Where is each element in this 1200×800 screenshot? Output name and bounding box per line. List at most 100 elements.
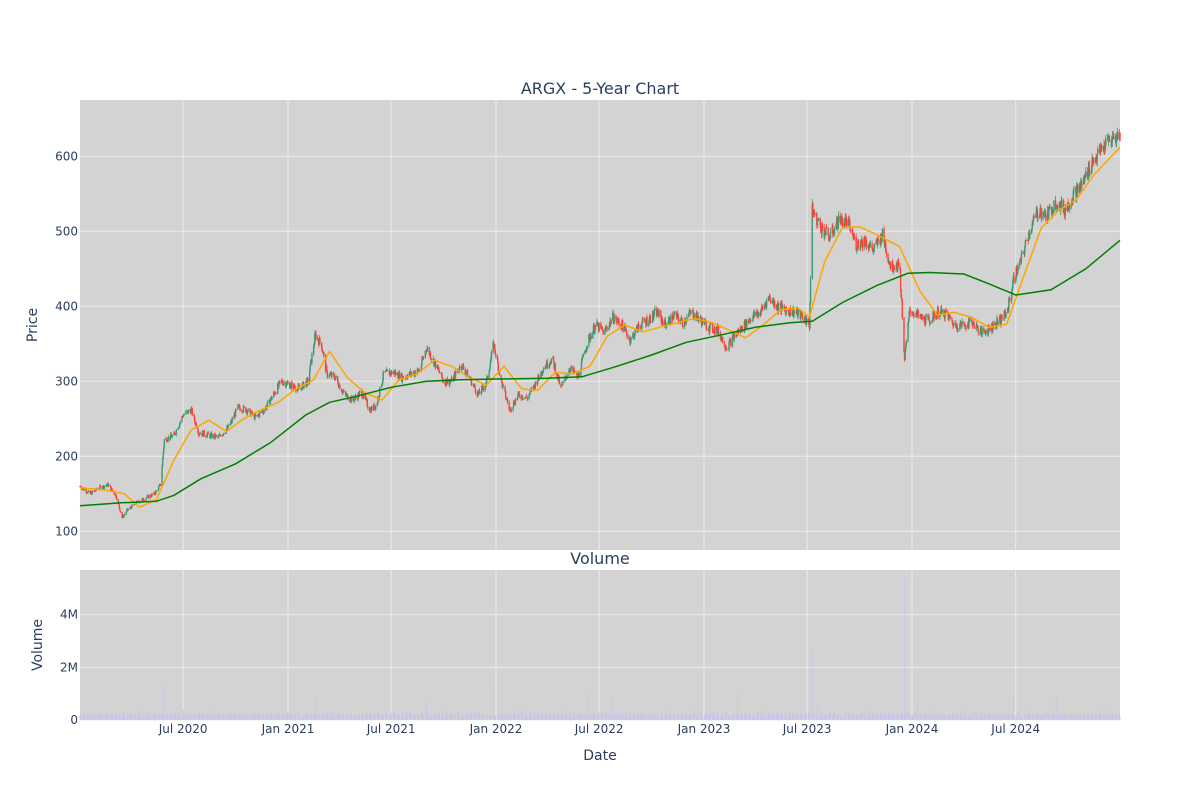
- volume-bar: [374, 713, 376, 720]
- volume-bar: [941, 711, 943, 720]
- candle-body: [761, 307, 764, 309]
- volume-bar: [100, 712, 102, 720]
- candle-body: [1027, 240, 1029, 242]
- volume-bar: [743, 713, 745, 720]
- candle-body: [640, 326, 642, 328]
- candle-body: [841, 218, 844, 228]
- volume-bar: [788, 714, 790, 720]
- candle-body: [1015, 278, 1017, 282]
- x-tick-label: Jul 2022: [574, 722, 624, 736]
- volume-bar: [826, 713, 828, 720]
- volume-bar: [672, 715, 674, 720]
- candle-body: [118, 504, 121, 509]
- volume-bar: [983, 715, 985, 720]
- candle-body: [781, 306, 784, 307]
- candle-body: [979, 332, 981, 334]
- candle-body: [308, 371, 311, 384]
- volume-bar: [594, 713, 596, 720]
- volume-bar: [821, 714, 823, 720]
- candle-body: [785, 309, 787, 315]
- candle-body: [496, 355, 498, 359]
- volume-bar: [80, 714, 82, 720]
- volume-bar: [716, 712, 718, 720]
- volume-bar: [991, 713, 993, 720]
- candle-body: [981, 328, 983, 336]
- volume-bar: [314, 696, 316, 720]
- candle-body: [1072, 191, 1074, 203]
- candle-body: [524, 397, 526, 399]
- volume-bar: [813, 715, 815, 720]
- volume-bar: [1065, 715, 1067, 720]
- candle-body: [465, 373, 468, 374]
- candle-body: [1114, 136, 1117, 140]
- candle-body: [395, 371, 397, 375]
- candle-body: [229, 422, 232, 426]
- candle-body: [151, 493, 154, 495]
- volume-bar: [410, 716, 412, 720]
- volume-bar: [949, 714, 951, 720]
- volume-bar: [1103, 715, 1105, 720]
- candle-body: [502, 384, 504, 388]
- volume-bar: [620, 714, 622, 720]
- candle-body: [717, 325, 719, 335]
- candle-body: [776, 308, 778, 309]
- volume-bar: [417, 715, 419, 720]
- candle-body: [83, 489, 86, 491]
- volume-bar: [509, 715, 511, 720]
- candle-body: [829, 238, 831, 240]
- candle-body: [359, 391, 361, 393]
- volume-bar: [396, 712, 398, 720]
- candle-body: [751, 320, 754, 322]
- candle-body: [638, 326, 640, 328]
- volume-bar: [693, 713, 695, 720]
- x-axis-ticks: Jul 2020 Jan 2021 Jul 2021 Jan 2022 Jul 2022…: [158, 722, 1040, 736]
- volume-bar: [278, 713, 280, 720]
- volume-bar: [773, 714, 775, 720]
- volume-bar: [233, 715, 235, 720]
- candle-body: [151, 493, 153, 497]
- candle-body: [1033, 216, 1035, 218]
- volume-bar: [239, 713, 241, 720]
- volume-bar: [1003, 714, 1005, 720]
- volume-bar: [131, 716, 133, 720]
- volume-title: Volume: [570, 549, 630, 568]
- volume-bar: [365, 712, 367, 720]
- candle-body: [685, 321, 688, 323]
- volume-bar: [811, 651, 813, 720]
- volume-bar: [349, 715, 351, 720]
- volume-bar: [441, 713, 443, 720]
- volume-bar: [1059, 713, 1061, 720]
- candle-body: [1061, 200, 1063, 209]
- volume-bar: [159, 716, 161, 720]
- volume-bar: [817, 704, 819, 720]
- candle-body: [1091, 158, 1094, 164]
- volume-bar: [700, 714, 702, 720]
- volume-bar: [465, 714, 467, 720]
- volume-bar: [837, 713, 839, 720]
- volume-bar: [94, 716, 96, 720]
- candle-body: [724, 346, 726, 349]
- candle-body: [358, 392, 360, 397]
- volume-bar: [506, 715, 508, 720]
- volume-bar: [302, 716, 304, 720]
- candle-body: [872, 249, 874, 252]
- volume-bar: [542, 712, 544, 720]
- volume-bar: [354, 716, 356, 720]
- candle-body: [686, 317, 688, 322]
- volume-bar: [975, 712, 977, 720]
- candle-body: [959, 324, 961, 330]
- volume-bar: [123, 713, 125, 720]
- volume-bar: [989, 715, 991, 720]
- volume-bar: [1116, 715, 1118, 720]
- candle-body: [294, 387, 296, 388]
- candle-body: [804, 316, 807, 323]
- volume-bar: [562, 714, 564, 720]
- volume-bar: [159, 714, 161, 720]
- volume-bar: [1012, 714, 1014, 720]
- volume-bar: [992, 715, 994, 720]
- candle-body: [797, 311, 799, 317]
- candle-body: [939, 311, 942, 317]
- volume-bar: [693, 716, 695, 720]
- volume-bar: [928, 716, 930, 720]
- candle-body: [548, 366, 550, 368]
